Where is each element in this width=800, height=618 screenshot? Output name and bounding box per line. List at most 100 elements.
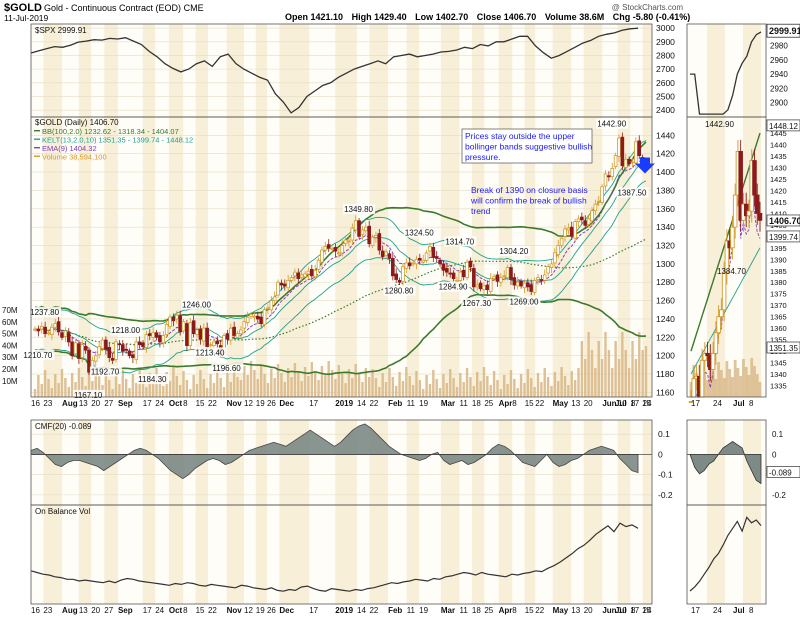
x-axis-label: 17 <box>309 399 318 408</box>
zoom-gold-tick-label: 1370 <box>770 301 787 310</box>
week-band <box>471 24 485 117</box>
zoom-volume-bar <box>711 371 715 397</box>
volume-bar <box>496 380 499 397</box>
week-band <box>406 24 420 117</box>
volume-bar <box>121 370 124 397</box>
price-label: 1442.90 <box>597 120 626 129</box>
zoom-value-tag <box>766 230 800 243</box>
gold-legend-entry: EMA(9) 1404.32 <box>42 144 97 153</box>
candle-body <box>539 279 544 281</box>
zoom-value-tag-label: 1351.35 <box>769 344 798 353</box>
volume-bar <box>381 373 384 397</box>
chart-header: $GOLD Gold - Continuous Contract (EOD) C… <box>4 2 690 23</box>
x-axis-label: Jul <box>615 606 627 615</box>
week-band <box>104 505 118 604</box>
bb-lower-line <box>34 293 647 376</box>
x-axis-label: Apr <box>499 399 513 408</box>
candle-body <box>553 252 557 264</box>
candle-body <box>438 259 442 265</box>
obv-legend: On Balance Vol <box>35 507 90 516</box>
week-band <box>255 117 267 397</box>
volume-bar <box>327 361 330 397</box>
candle-body <box>377 233 382 251</box>
x-axis-label: 13 <box>571 399 580 408</box>
price-label: 1213.40 <box>196 348 225 357</box>
volume-bar <box>81 377 84 397</box>
candle-body <box>83 346 88 351</box>
week-band <box>279 117 310 397</box>
x-axis-label: 8 <box>631 399 636 408</box>
candle-body <box>36 328 41 332</box>
x-axis-label: 8 <box>631 606 636 615</box>
annotation-text: bollinger bands suggestive bullish <box>465 142 592 152</box>
candle-body <box>512 277 517 286</box>
legend-swatch <box>34 155 40 157</box>
x-axis-label: 20 <box>584 606 593 615</box>
week-band <box>471 117 485 397</box>
candle-body <box>164 324 169 335</box>
x-axis-label: 24 <box>155 399 164 408</box>
zoom-spx-last-value: 2999.91 <box>769 26 800 36</box>
zoom-cmf-tick-label: -0.2 <box>772 491 786 500</box>
volume-bar <box>540 382 543 397</box>
zoom-spx-tick-label: 2940 <box>770 70 788 79</box>
zoom-gold-tick-label: 1335 <box>770 382 787 391</box>
volume-bar <box>499 389 503 397</box>
gold-tick-label: 1220 <box>656 332 675 342</box>
volume-bar <box>104 371 108 397</box>
volume-bar <box>479 381 482 397</box>
x-axis-label: 26 <box>267 399 276 408</box>
volume-bar <box>533 387 536 397</box>
week-band <box>552 117 572 397</box>
volume-bar <box>344 383 347 397</box>
price-label-bg <box>22 349 55 360</box>
candle-body <box>404 262 409 269</box>
volume-bar <box>634 359 638 397</box>
candle-body <box>465 261 469 279</box>
zoom-cmf-area <box>686 441 762 485</box>
volume-bar <box>67 387 70 397</box>
candle-body <box>80 344 85 358</box>
x-axis-label: 15 <box>525 606 534 615</box>
x-axis-label: 22 <box>535 399 544 408</box>
zoom-volume-bar <box>725 361 729 397</box>
stockcharts-watermark: @ StockCharts.com <box>612 3 684 12</box>
volume-bar <box>185 380 189 397</box>
price-label: 1304.20 <box>499 247 528 256</box>
zoom-gold-tick-label: 1445 <box>770 129 787 138</box>
candle-body <box>566 227 571 231</box>
volume-bar <box>644 346 648 397</box>
week-band <box>78 117 92 397</box>
zoom-cmf-tick-label: 0.1 <box>772 430 784 439</box>
week-band <box>226 420 245 505</box>
candle-body <box>53 323 58 328</box>
spx-tick-label: 2500 <box>656 91 675 101</box>
zoom-gold-tick-label: 1420 <box>770 186 787 195</box>
volume-bar <box>205 388 209 397</box>
zoom-candle-body <box>743 203 749 217</box>
candle-body <box>556 245 561 256</box>
volume-bar <box>604 332 607 397</box>
volume-tick-label: 10M <box>2 377 18 386</box>
week-band <box>552 505 572 604</box>
week-band <box>498 24 513 117</box>
symbol-title: $GOLD <box>4 2 42 14</box>
cmf-area <box>30 423 639 480</box>
candle-body <box>168 316 172 327</box>
week-band <box>168 24 184 117</box>
candle-body <box>63 330 68 337</box>
candle-body <box>279 282 284 286</box>
volume-bar <box>530 378 533 397</box>
x-axis-label: 17 <box>309 606 318 615</box>
gold-tick-label: 1180 <box>656 369 675 379</box>
volume-bar <box>560 367 563 397</box>
x-axis-label: 14 <box>357 399 366 408</box>
volume-tick-label: 20M <box>2 365 18 374</box>
price-label-bg <box>110 325 143 336</box>
price-label: 1218.00 <box>111 326 140 335</box>
zoom-volume-bar <box>689 382 693 397</box>
zoom-candle-body <box>721 272 727 311</box>
volume-bar <box>452 378 455 397</box>
volume-tick-label: 60M <box>2 318 18 327</box>
x-axis-label: Feb <box>388 606 402 615</box>
